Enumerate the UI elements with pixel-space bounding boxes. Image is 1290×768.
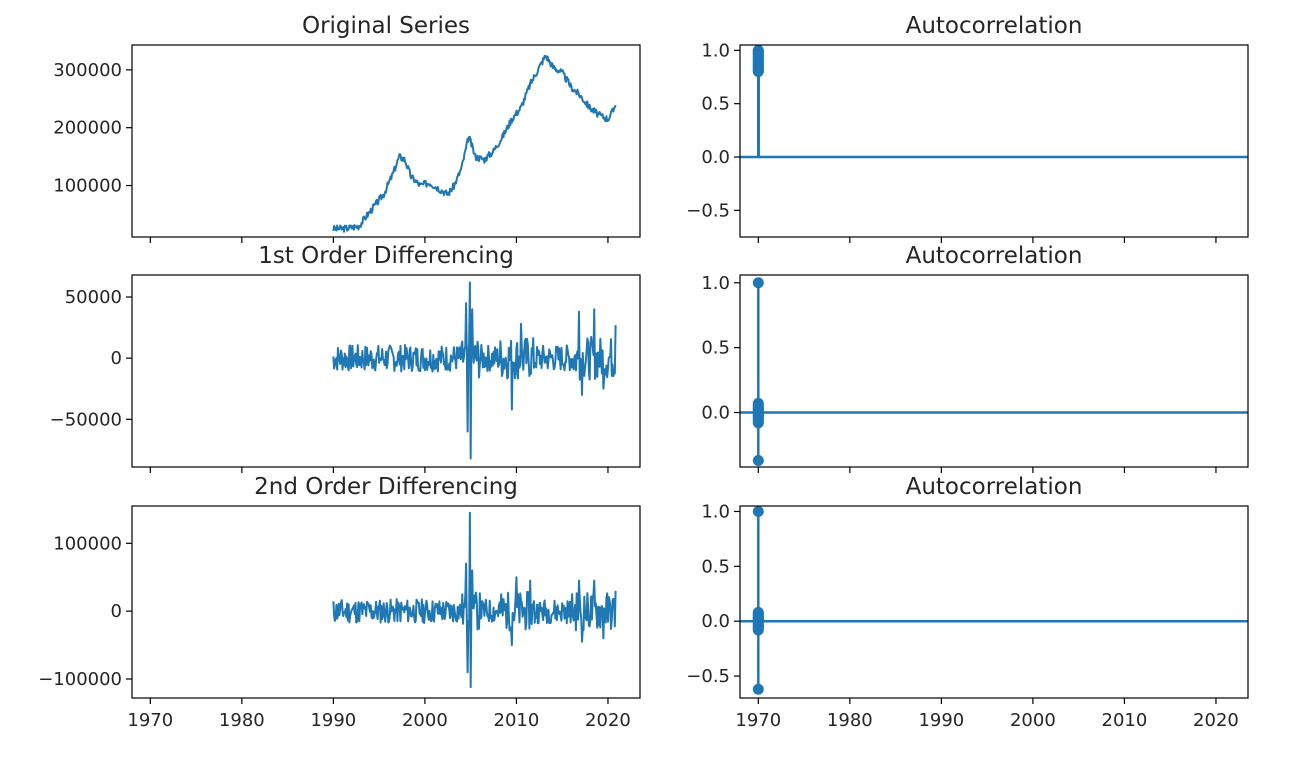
autocorrelation-original-panel: Autocorrelation −0.5 0.0 0.5 1.0	[686, 13, 1249, 243]
y-tick-label: 0.0	[701, 403, 730, 424]
acf-marker	[752, 613, 764, 625]
first-diff-series-axes-frame	[131, 274, 641, 468]
autocorrelation-first-diff-title: Autocorrelation	[906, 243, 1083, 269]
autocorrelation-original-title: Autocorrelation	[906, 13, 1083, 39]
acf-marker	[752, 407, 764, 419]
y-tick-label: 0	[111, 348, 122, 369]
x-tick-label: 2020	[1193, 710, 1239, 731]
acf-marker	[752, 506, 764, 517]
original-series-panel: Original Series 100000 200000 300000	[53, 13, 641, 243]
x-tick-label: 1970	[735, 710, 781, 731]
first-diff-series-plot-area	[332, 281, 617, 460]
x-tick-label: 2020	[585, 710, 631, 731]
y-tick-label: 0.0	[701, 147, 730, 168]
autocorrelation-second-diff-title: Autocorrelation	[906, 474, 1083, 500]
second-diff-series-title: 2nd Order Differencing	[254, 474, 518, 500]
y-tick-label: 0.5	[701, 556, 730, 577]
autocorrelation-second-diff-panel: Autocorrelation −0.5 0.0 0.5 1.0 1970 1980 1990…	[686, 474, 1249, 731]
y-tick-label: 50000	[65, 287, 122, 308]
autocorrelation-second-diff-plot-area	[740, 506, 1248, 695]
y-tick-label: −50000	[50, 409, 122, 430]
y-tick-label: 200000	[53, 118, 122, 139]
series-line	[332, 511, 617, 689]
x-tick-label: 2010	[494, 710, 540, 731]
x-tick-label: 1980	[219, 710, 265, 731]
autocorrelation-first-diff-axes-frame	[739, 274, 1249, 468]
y-tick-label: 1.0	[701, 273, 730, 294]
y-tick-label: 0.5	[701, 338, 730, 359]
y-tick-label: 0	[111, 601, 122, 622]
acf-marker	[752, 66, 764, 78]
first-diff-series-title: 1st Order Differencing	[258, 243, 514, 269]
original-series-plot-area	[332, 54, 617, 233]
autocorrelation-original-plot-area	[740, 45, 1248, 159]
second-diff-series-plot-area	[332, 511, 617, 689]
autocorrelation-first-diff-plot-area	[740, 277, 1248, 467]
second-diff-series-axes-frame	[131, 505, 641, 699]
second-diff-series-panel: 2nd Order Differencing −100000 0 100000 1970…	[38, 474, 641, 731]
x-tick-label: 2000	[1010, 710, 1056, 731]
series-line	[332, 281, 617, 460]
y-tick-label: 1.0	[701, 501, 730, 522]
first-diff-series-panel: 1st Order Differencing −50000 0 50000	[50, 243, 641, 473]
y-tick-label: 0.5	[701, 94, 730, 115]
y-tick-label: −0.5	[686, 200, 730, 221]
x-tick-label: 1990	[310, 710, 356, 731]
y-tick-label: 0.0	[701, 611, 730, 632]
series-line	[332, 54, 617, 233]
y-tick-label: 300000	[53, 60, 122, 81]
original-series-axes-frame	[131, 44, 641, 238]
y-tick-label: −100000	[38, 669, 122, 690]
x-tick-label: 1980	[827, 710, 873, 731]
x-tick-label: 2010	[1102, 710, 1148, 731]
x-tick-label: 2000	[402, 710, 448, 731]
autocorrelation-second-diff-axes-frame	[739, 505, 1249, 699]
y-tick-label: −0.5	[686, 666, 730, 687]
acf-marker	[752, 277, 764, 289]
y-tick-label: 1.0	[701, 40, 730, 61]
acf-marker	[752, 455, 764, 467]
y-tick-label: 100000	[53, 533, 122, 554]
x-tick-label: 1970	[127, 710, 173, 731]
y-tick-label: 100000	[53, 176, 122, 197]
original-series-title: Original Series	[302, 13, 470, 39]
autocorrelation-first-diff-panel: Autocorrelation 0.0 0.5 1.0	[701, 243, 1249, 473]
autocorrelation-original-axes-frame	[739, 44, 1249, 238]
x-tick-label: 1990	[918, 710, 964, 731]
acf-marker	[752, 624, 764, 636]
acf-marker	[752, 683, 764, 695]
